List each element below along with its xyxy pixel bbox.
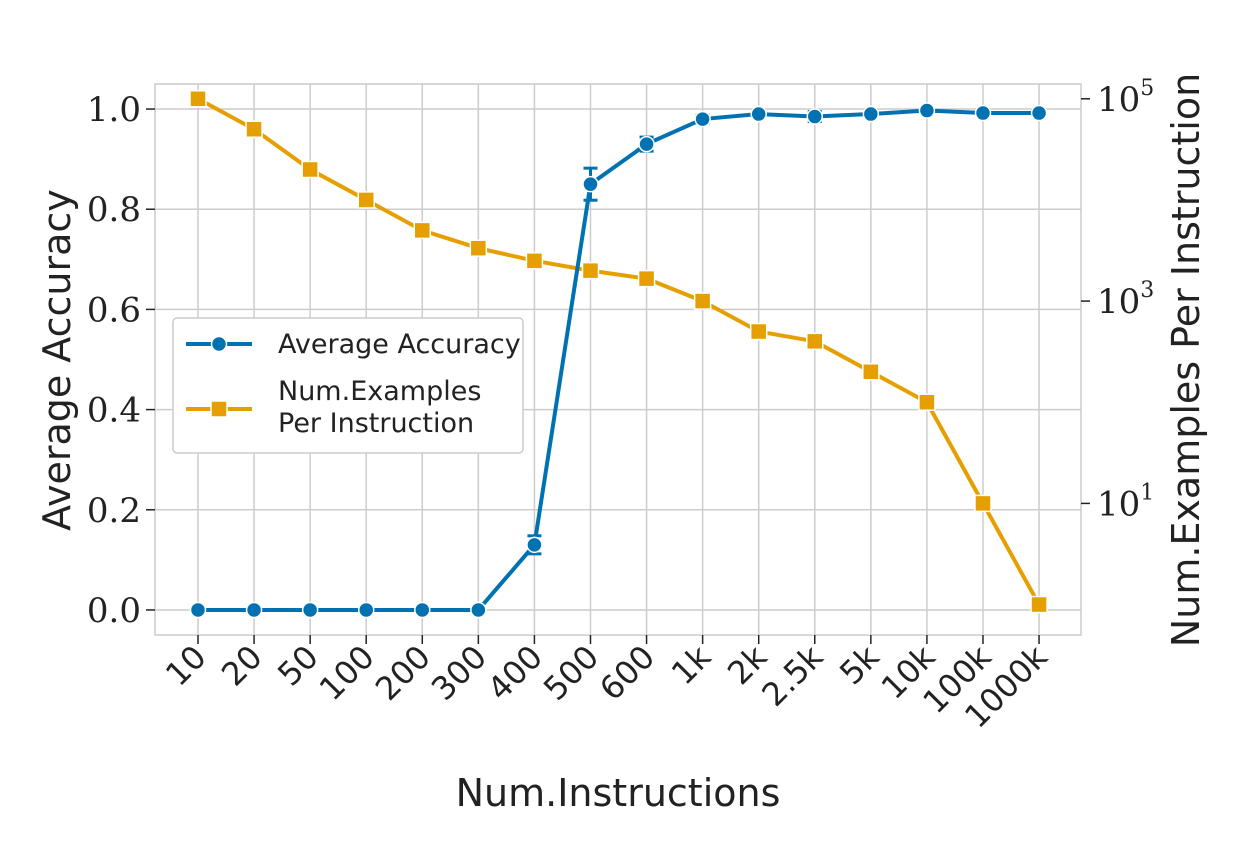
x-tick-label: 200 (368, 638, 438, 708)
left-tick-label: 0.2 (87, 491, 141, 531)
left-axis-title: Average Accuracy (35, 189, 79, 531)
point-accuracy (245, 601, 263, 619)
point-examples (806, 332, 824, 351)
point-accuracy (750, 105, 767, 123)
point-accuracy (582, 175, 599, 193)
point-accuracy (1030, 104, 1048, 122)
point-accuracy (189, 601, 207, 619)
plot-frame (154, 83, 1082, 636)
x-tick-label: 10 (158, 638, 214, 694)
x-tick-label: 500 (536, 638, 606, 708)
x-tick-label: 300 (424, 638, 494, 708)
left-tick-label: 0.6 (87, 290, 141, 330)
point-accuracy (638, 135, 655, 153)
left-tick-label: 0.0 (87, 591, 141, 631)
point-examples (357, 191, 375, 209)
series-layer (189, 90, 1048, 619)
point-accuracy (526, 536, 543, 554)
right-tick-label: 101 (1097, 480, 1154, 524)
right-tick-label: 103 (1097, 278, 1154, 322)
right-axis-ticks: 101 103 105 (1081, 76, 1154, 524)
point-accuracy (806, 108, 824, 125)
point-examples (749, 322, 768, 341)
series-line-accuracy (198, 108, 1040, 612)
left-axis-ticks: 0.0 0.2 0.4 0.6 0.8 1.0 (87, 90, 155, 631)
point-accuracy (918, 102, 936, 119)
x-tick-label: 400 (480, 638, 550, 708)
point-examples (245, 120, 263, 138)
point-accuracy (357, 601, 375, 619)
legend-label-examples: Num.Examples Per Instruction (278, 376, 481, 439)
x-tick-label: 1k (664, 637, 719, 692)
point-examples (974, 494, 992, 513)
right-axis-title: Num.Examples Per Instruction (1164, 73, 1208, 647)
point-accuracy (414, 601, 431, 619)
left-tick-label: 0.8 (87, 190, 141, 230)
point-accuracy (470, 601, 487, 619)
point-examples (918, 393, 936, 411)
point-examples (525, 252, 544, 270)
legend-label-accuracy: Average Accuracy (278, 329, 521, 360)
x-tick-label: 20 (214, 638, 270, 694)
point-accuracy (301, 601, 319, 619)
point-examples (862, 363, 880, 381)
legend-marker-accuracy (210, 335, 228, 353)
point-accuracy (862, 105, 880, 123)
point-examples (301, 160, 319, 179)
point-examples (693, 292, 712, 310)
point-examples (189, 90, 207, 108)
legend-box (172, 317, 524, 454)
point-examples (413, 221, 432, 240)
x-axis-title: Num.Instructions (456, 771, 781, 815)
x-tick-label: 600 (592, 638, 662, 708)
series-line-examples (197, 97, 1041, 606)
point-examples (637, 269, 656, 288)
left-tick-label: 1.0 (87, 90, 141, 130)
point-accuracy (974, 104, 992, 122)
x-tick-label: 2.5k (754, 637, 830, 713)
point-accuracy (694, 110, 711, 128)
point-examples (581, 261, 600, 280)
point-examples (469, 239, 488, 257)
point-examples (1030, 595, 1048, 614)
left-tick-label: 0.4 (87, 391, 141, 431)
right-tick-label: 105 (1097, 76, 1154, 120)
legend: Average Accuracy Num.Examples Per Instruct… (172, 317, 524, 454)
legend-marker-examples (210, 400, 228, 418)
x-tick-label: 100 (312, 638, 382, 708)
